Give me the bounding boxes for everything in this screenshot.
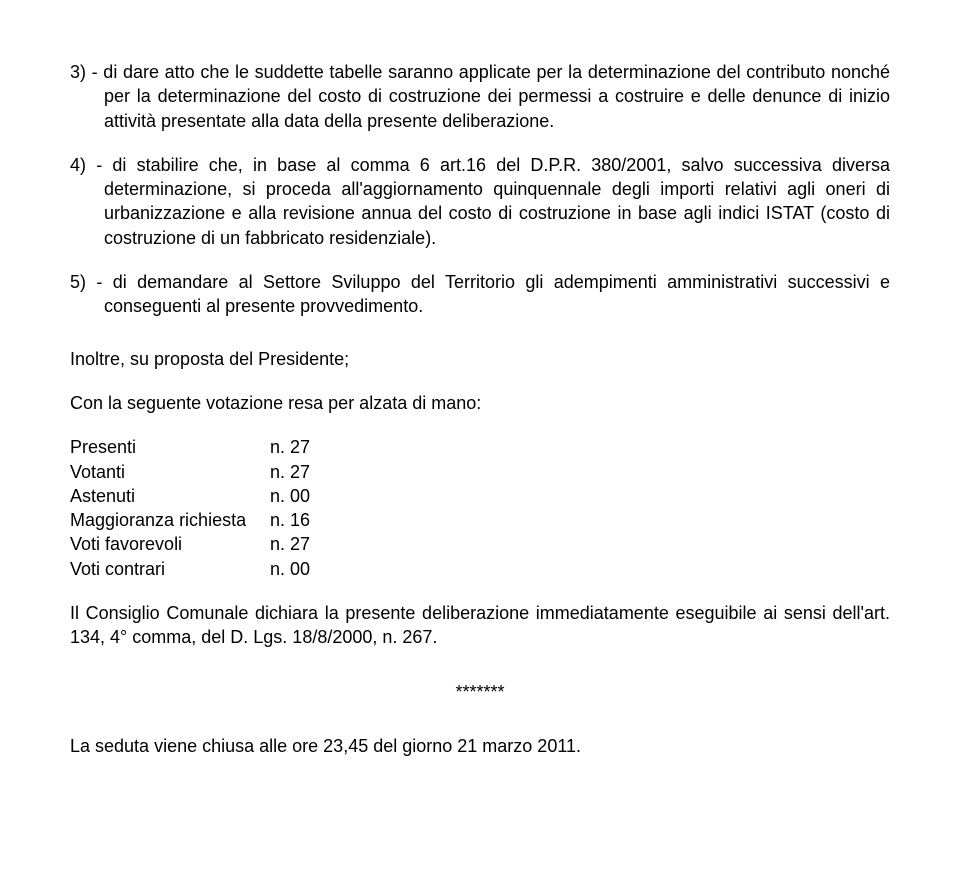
vote-intro: Con la seguente votazione resa per alzat…: [70, 391, 890, 415]
vote-label: Presenti: [70, 435, 270, 459]
vote-row-votanti: Votanti n. 27: [70, 460, 890, 484]
declaration: Il Consiglio Comunale dichiara la presen…: [70, 601, 890, 650]
vote-label: Astenuti: [70, 484, 270, 508]
vote-row-astenuti: Astenuti n. 00: [70, 484, 890, 508]
vote-row-presenti: Presenti n. 27: [70, 435, 890, 459]
vote-label: Votanti: [70, 460, 270, 484]
proposal-line: Inoltre, su proposta del Presidente;: [70, 347, 890, 371]
vote-value: n. 27: [270, 435, 310, 459]
vote-label: Voti favorevoli: [70, 532, 270, 556]
vote-label: Voti contrari: [70, 557, 270, 581]
item-5: 5) - di demandare al Settore Sviluppo de…: [70, 270, 890, 319]
closing-line: La seduta viene chiusa alle ore 23,45 de…: [70, 734, 890, 758]
vote-value: n. 00: [270, 484, 310, 508]
vote-value: n. 27: [270, 532, 310, 556]
vote-value: n. 16: [270, 508, 310, 532]
separator-stars: *******: [70, 680, 890, 704]
vote-value: n. 00: [270, 557, 310, 581]
vote-row-maggioranza: Maggioranza richiesta n. 16: [70, 508, 890, 532]
vote-row-favorevoli: Voti favorevoli n. 27: [70, 532, 890, 556]
vote-row-contrari: Voti contrari n. 00: [70, 557, 890, 581]
vote-label: Maggioranza richiesta: [70, 508, 270, 532]
item-3: 3) - di dare atto che le suddette tabell…: [70, 60, 890, 133]
vote-results: Presenti n. 27 Votanti n. 27 Astenuti n.…: [70, 435, 890, 581]
item-4: 4) - di stabilire che, in base al comma …: [70, 153, 890, 250]
vote-value: n. 27: [270, 460, 310, 484]
